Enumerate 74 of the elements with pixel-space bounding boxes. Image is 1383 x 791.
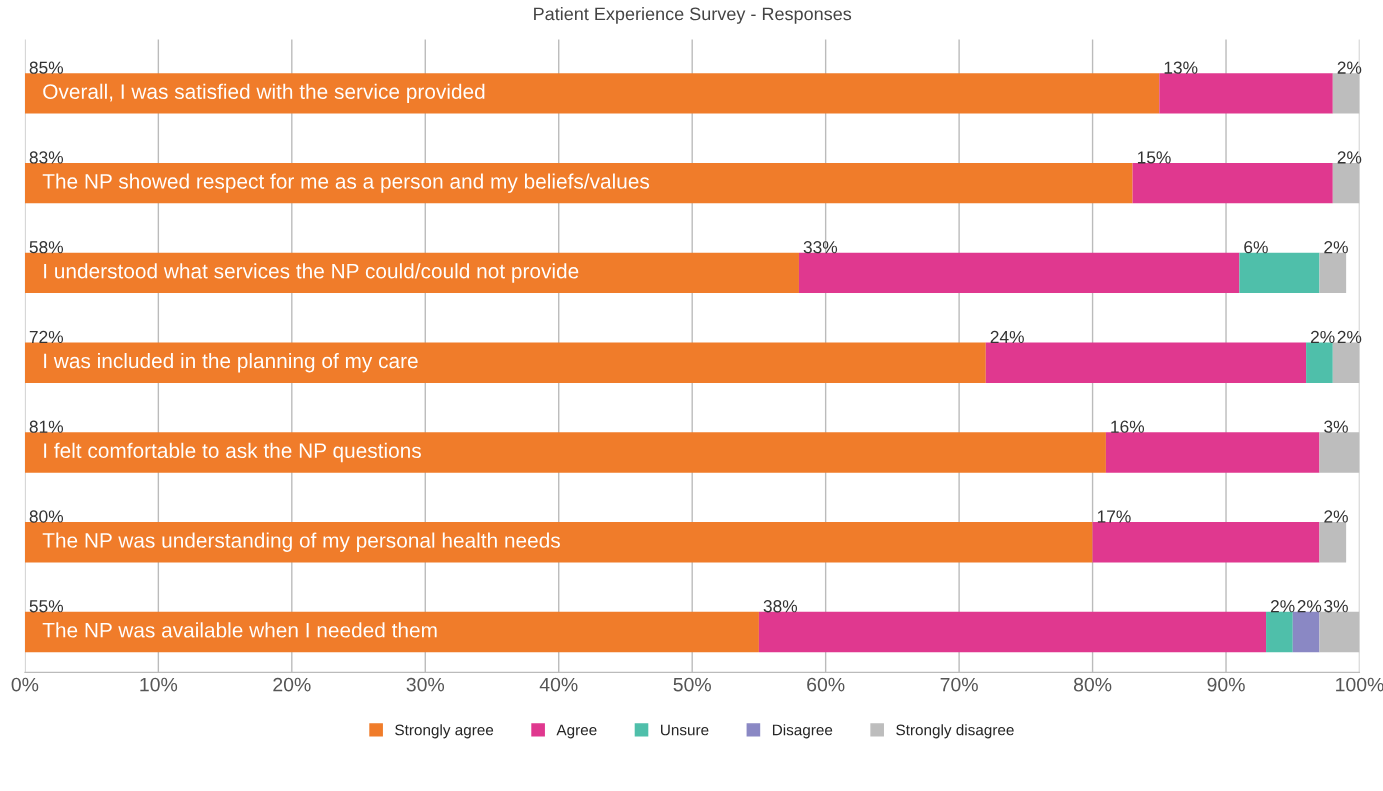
data-label: 80% <box>29 510 64 523</box>
bar <box>1332 162 1360 204</box>
bar <box>24 162 1133 204</box>
x-tick-label: 40% <box>539 677 578 692</box>
x-tick-label: 90% <box>1207 677 1245 692</box>
bar <box>1266 611 1293 653</box>
legend-label: Strongly agree <box>395 724 494 739</box>
x-tick-label: 30% <box>406 677 445 692</box>
bar <box>1319 252 1347 294</box>
data-label: 17% <box>1097 510 1131 523</box>
bar <box>24 342 986 383</box>
bar <box>1292 611 1320 653</box>
bar <box>1159 73 1333 114</box>
data-label: 16% <box>1111 420 1145 433</box>
x-tick-label: 60% <box>807 677 845 692</box>
data-label: 85% <box>29 61 64 74</box>
chart-title: Patient Experience Survey - Responses <box>534 7 852 24</box>
y-tick-label: I felt comfortable to ask the NP questions <box>44 442 421 463</box>
x-tick-label: 80% <box>1073 677 1112 692</box>
legend-label: Disagree <box>772 724 833 739</box>
bar <box>1105 432 1320 473</box>
x-tick-label: 20% <box>273 677 311 692</box>
data-label: 13% <box>1164 61 1198 74</box>
bar <box>1332 73 1360 114</box>
bar <box>1092 522 1320 563</box>
y-tick-label: Overall, I was satisfied with the service provided <box>43 83 485 104</box>
x-tick-label: 100% <box>1336 677 1383 692</box>
data-label: 2% <box>1337 330 1362 344</box>
data-label: 6% <box>1244 241 1268 254</box>
bar <box>1239 252 1320 294</box>
bar <box>1132 162 1333 204</box>
bar <box>24 73 1160 114</box>
data-label: 81% <box>29 420 64 433</box>
bar <box>1306 342 1333 383</box>
y-tick-label: The NP was available when I needed them <box>42 622 437 638</box>
x-tick-label: 10% <box>140 677 178 692</box>
data-label: 55% <box>29 600 64 613</box>
x-tick-label: 50% <box>673 677 711 692</box>
data-label: 2% <box>1337 151 1362 164</box>
bar <box>1332 342 1360 383</box>
bar <box>985 342 1307 383</box>
y-tick-label: The NP showed respect for me as a person and my beliefs/values <box>42 173 650 193</box>
bar <box>24 522 1093 563</box>
data-label: 3% <box>1324 420 1348 433</box>
bar <box>758 611 1267 653</box>
bar <box>1319 522 1347 563</box>
bar <box>24 252 799 294</box>
data-label: 2% <box>1310 330 1335 344</box>
data-label: 33% <box>803 241 838 254</box>
data-label: 24% <box>990 330 1024 344</box>
data-label: 2% <box>1270 600 1295 613</box>
bar <box>1319 432 1360 473</box>
legend-label: Unsure <box>661 724 709 736</box>
y-tick-label: The NP was understanding of my personal health needs <box>42 532 560 552</box>
data-label: 2% <box>1337 61 1362 74</box>
legend-label: Agree <box>556 724 597 739</box>
data-label: 2% <box>1324 510 1348 523</box>
y-tick-label: I understood what services the NP could/could not provide <box>44 263 579 283</box>
bar <box>24 611 759 653</box>
data-label: 58% <box>29 241 64 254</box>
x-tick-label: 70% <box>940 677 978 692</box>
data-label: 72% <box>29 330 64 344</box>
data-label: 15% <box>1137 151 1171 164</box>
data-label: 38% <box>763 600 798 613</box>
bar <box>24 432 1106 473</box>
legend-label: Strongly disagree <box>896 724 1014 739</box>
data-label: 3% <box>1324 600 1348 613</box>
data-label: 83% <box>29 151 64 164</box>
data-label: 2% <box>1324 241 1348 254</box>
data-label: 2% <box>1297 600 1322 613</box>
x-tick-label: 0% <box>11 677 39 692</box>
bar <box>798 252 1240 294</box>
bar <box>1319 611 1360 653</box>
y-tick-label: I was included in the planning of my care <box>44 352 418 373</box>
